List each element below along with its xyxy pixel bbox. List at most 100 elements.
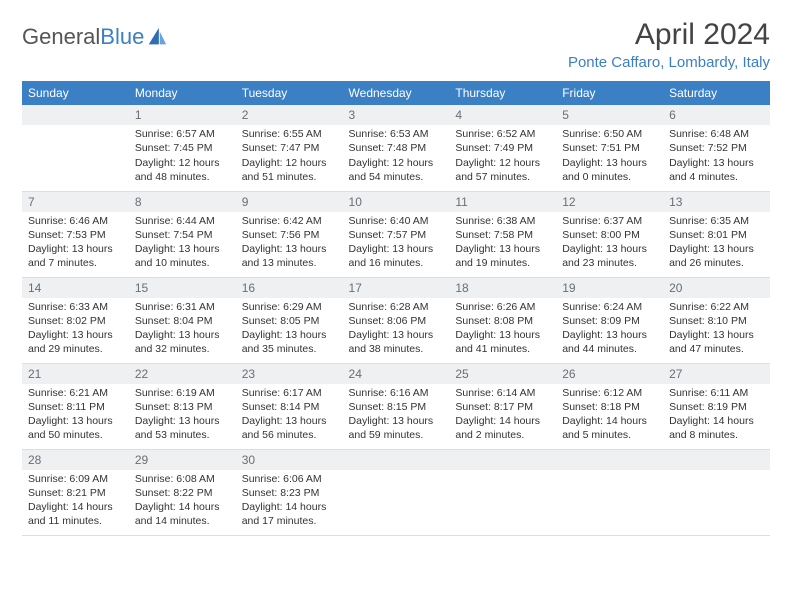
weekday-header: Monday: [129, 81, 236, 105]
calendar-cell: 11Sunrise: 6:38 AMSunset: 7:58 PMDayligh…: [449, 191, 556, 277]
calendar-cell: 20Sunrise: 6:22 AMSunset: 8:10 PMDayligh…: [663, 277, 770, 363]
daylight-text: Daylight: 12 hours: [349, 156, 444, 170]
day-number: 1: [129, 105, 236, 125]
daylight-text: Daylight: 14 hours: [135, 500, 230, 514]
sunset-text: Sunset: 7:51 PM: [562, 141, 657, 155]
day-number: 2: [236, 105, 343, 125]
sunset-text: Sunset: 8:02 PM: [28, 314, 123, 328]
sunrise-text: Sunrise: 6:29 AM: [242, 300, 337, 314]
calendar-table: Sunday Monday Tuesday Wednesday Thursday…: [22, 81, 770, 536]
daylight-text: Daylight: 13 hours: [455, 328, 550, 342]
calendar-cell: 22Sunrise: 6:19 AMSunset: 8:13 PMDayligh…: [129, 363, 236, 449]
cell-body: Sunrise: 6:09 AMSunset: 8:21 PMDaylight:…: [22, 470, 129, 533]
day-number: 20: [663, 278, 770, 298]
calendar-cell: [449, 449, 556, 535]
sunrise-text: Sunrise: 6:19 AM: [135, 386, 230, 400]
sunset-text: Sunset: 7:54 PM: [135, 228, 230, 242]
daylight-text: and 51 minutes.: [242, 170, 337, 184]
sunset-text: Sunset: 8:04 PM: [135, 314, 230, 328]
header: GeneralBlue April 2024 Ponte Caffaro, Lo…: [22, 18, 770, 71]
day-number: 13: [663, 192, 770, 212]
calendar-week: 14Sunrise: 6:33 AMSunset: 8:02 PMDayligh…: [22, 277, 770, 363]
sunset-text: Sunset: 8:00 PM: [562, 228, 657, 242]
daylight-text: and 53 minutes.: [135, 428, 230, 442]
cell-body: Sunrise: 6:06 AMSunset: 8:23 PMDaylight:…: [236, 470, 343, 533]
calendar-cell: 5Sunrise: 6:50 AMSunset: 7:51 PMDaylight…: [556, 105, 663, 191]
calendar-cell: 15Sunrise: 6:31 AMSunset: 8:04 PMDayligh…: [129, 277, 236, 363]
weekday-row: Sunday Monday Tuesday Wednesday Thursday…: [22, 81, 770, 105]
daylight-text: and 8 minutes.: [669, 428, 764, 442]
sunrise-text: Sunrise: 6:16 AM: [349, 386, 444, 400]
cell-body: Sunrise: 6:33 AMSunset: 8:02 PMDaylight:…: [22, 298, 129, 361]
daylight-text: and 23 minutes.: [562, 256, 657, 270]
cell-body: Sunrise: 6:12 AMSunset: 8:18 PMDaylight:…: [556, 384, 663, 447]
daylight-text: Daylight: 13 hours: [135, 328, 230, 342]
day-number: 12: [556, 192, 663, 212]
calendar-cell: 21Sunrise: 6:21 AMSunset: 8:11 PMDayligh…: [22, 363, 129, 449]
daylight-text: and 13 minutes.: [242, 256, 337, 270]
calendar-cell: 4Sunrise: 6:52 AMSunset: 7:49 PMDaylight…: [449, 105, 556, 191]
day-number: 8: [129, 192, 236, 212]
daylight-text: and 2 minutes.: [455, 428, 550, 442]
day-number: [22, 105, 129, 125]
calendar-cell: 8Sunrise: 6:44 AMSunset: 7:54 PMDaylight…: [129, 191, 236, 277]
sunrise-text: Sunrise: 6:38 AM: [455, 214, 550, 228]
calendar-cell: 12Sunrise: 6:37 AMSunset: 8:00 PMDayligh…: [556, 191, 663, 277]
cell-body: Sunrise: 6:50 AMSunset: 7:51 PMDaylight:…: [556, 125, 663, 188]
calendar-week: 1Sunrise: 6:57 AMSunset: 7:45 PMDaylight…: [22, 105, 770, 191]
sunrise-text: Sunrise: 6:22 AM: [669, 300, 764, 314]
day-number: 10: [343, 192, 450, 212]
weekday-header: Saturday: [663, 81, 770, 105]
daylight-text: and 5 minutes.: [562, 428, 657, 442]
sunset-text: Sunset: 8:17 PM: [455, 400, 550, 414]
day-number: [556, 450, 663, 470]
sunrise-text: Sunrise: 6:48 AM: [669, 127, 764, 141]
sunrise-text: Sunrise: 6:44 AM: [135, 214, 230, 228]
sunrise-text: Sunrise: 6:09 AM: [28, 472, 123, 486]
cell-body: Sunrise: 6:52 AMSunset: 7:49 PMDaylight:…: [449, 125, 556, 188]
daylight-text: and 32 minutes.: [135, 342, 230, 356]
calendar-week: 7Sunrise: 6:46 AMSunset: 7:53 PMDaylight…: [22, 191, 770, 277]
day-number: 19: [556, 278, 663, 298]
daylight-text: Daylight: 13 hours: [242, 328, 337, 342]
daylight-text: and 10 minutes.: [135, 256, 230, 270]
cell-body: Sunrise: 6:42 AMSunset: 7:56 PMDaylight:…: [236, 212, 343, 275]
daylight-text: and 26 minutes.: [669, 256, 764, 270]
sunrise-text: Sunrise: 6:26 AM: [455, 300, 550, 314]
day-number: 5: [556, 105, 663, 125]
cell-body: Sunrise: 6:29 AMSunset: 8:05 PMDaylight:…: [236, 298, 343, 361]
calendar-week: 28Sunrise: 6:09 AMSunset: 8:21 PMDayligh…: [22, 449, 770, 535]
daylight-text: Daylight: 13 hours: [455, 242, 550, 256]
sunrise-text: Sunrise: 6:24 AM: [562, 300, 657, 314]
day-number: 25: [449, 364, 556, 384]
day-number: [449, 450, 556, 470]
sunrise-text: Sunrise: 6:33 AM: [28, 300, 123, 314]
sunset-text: Sunset: 7:58 PM: [455, 228, 550, 242]
sunset-text: Sunset: 8:18 PM: [562, 400, 657, 414]
logo-word1: General: [22, 24, 100, 49]
day-number: 27: [663, 364, 770, 384]
daylight-text: Daylight: 13 hours: [669, 156, 764, 170]
daylight-text: Daylight: 14 hours: [242, 500, 337, 514]
calendar-cell: 2Sunrise: 6:55 AMSunset: 7:47 PMDaylight…: [236, 105, 343, 191]
sunset-text: Sunset: 8:11 PM: [28, 400, 123, 414]
day-number: 6: [663, 105, 770, 125]
location-subtitle: Ponte Caffaro, Lombardy, Italy: [568, 54, 770, 71]
sunrise-text: Sunrise: 6:37 AM: [562, 214, 657, 228]
day-number: 9: [236, 192, 343, 212]
sunrise-text: Sunrise: 6:17 AM: [242, 386, 337, 400]
logo: GeneralBlue: [22, 18, 168, 50]
sunset-text: Sunset: 7:57 PM: [349, 228, 444, 242]
daylight-text: and 38 minutes.: [349, 342, 444, 356]
daylight-text: and 48 minutes.: [135, 170, 230, 184]
day-number: 30: [236, 450, 343, 470]
calendar-cell: 27Sunrise: 6:11 AMSunset: 8:19 PMDayligh…: [663, 363, 770, 449]
calendar-cell: 26Sunrise: 6:12 AMSunset: 8:18 PMDayligh…: [556, 363, 663, 449]
day-number: 23: [236, 364, 343, 384]
day-number: 16: [236, 278, 343, 298]
cell-body: Sunrise: 6:28 AMSunset: 8:06 PMDaylight:…: [343, 298, 450, 361]
sunrise-text: Sunrise: 6:35 AM: [669, 214, 764, 228]
calendar-cell: 29Sunrise: 6:08 AMSunset: 8:22 PMDayligh…: [129, 449, 236, 535]
weekday-header: Friday: [556, 81, 663, 105]
daylight-text: Daylight: 14 hours: [669, 414, 764, 428]
